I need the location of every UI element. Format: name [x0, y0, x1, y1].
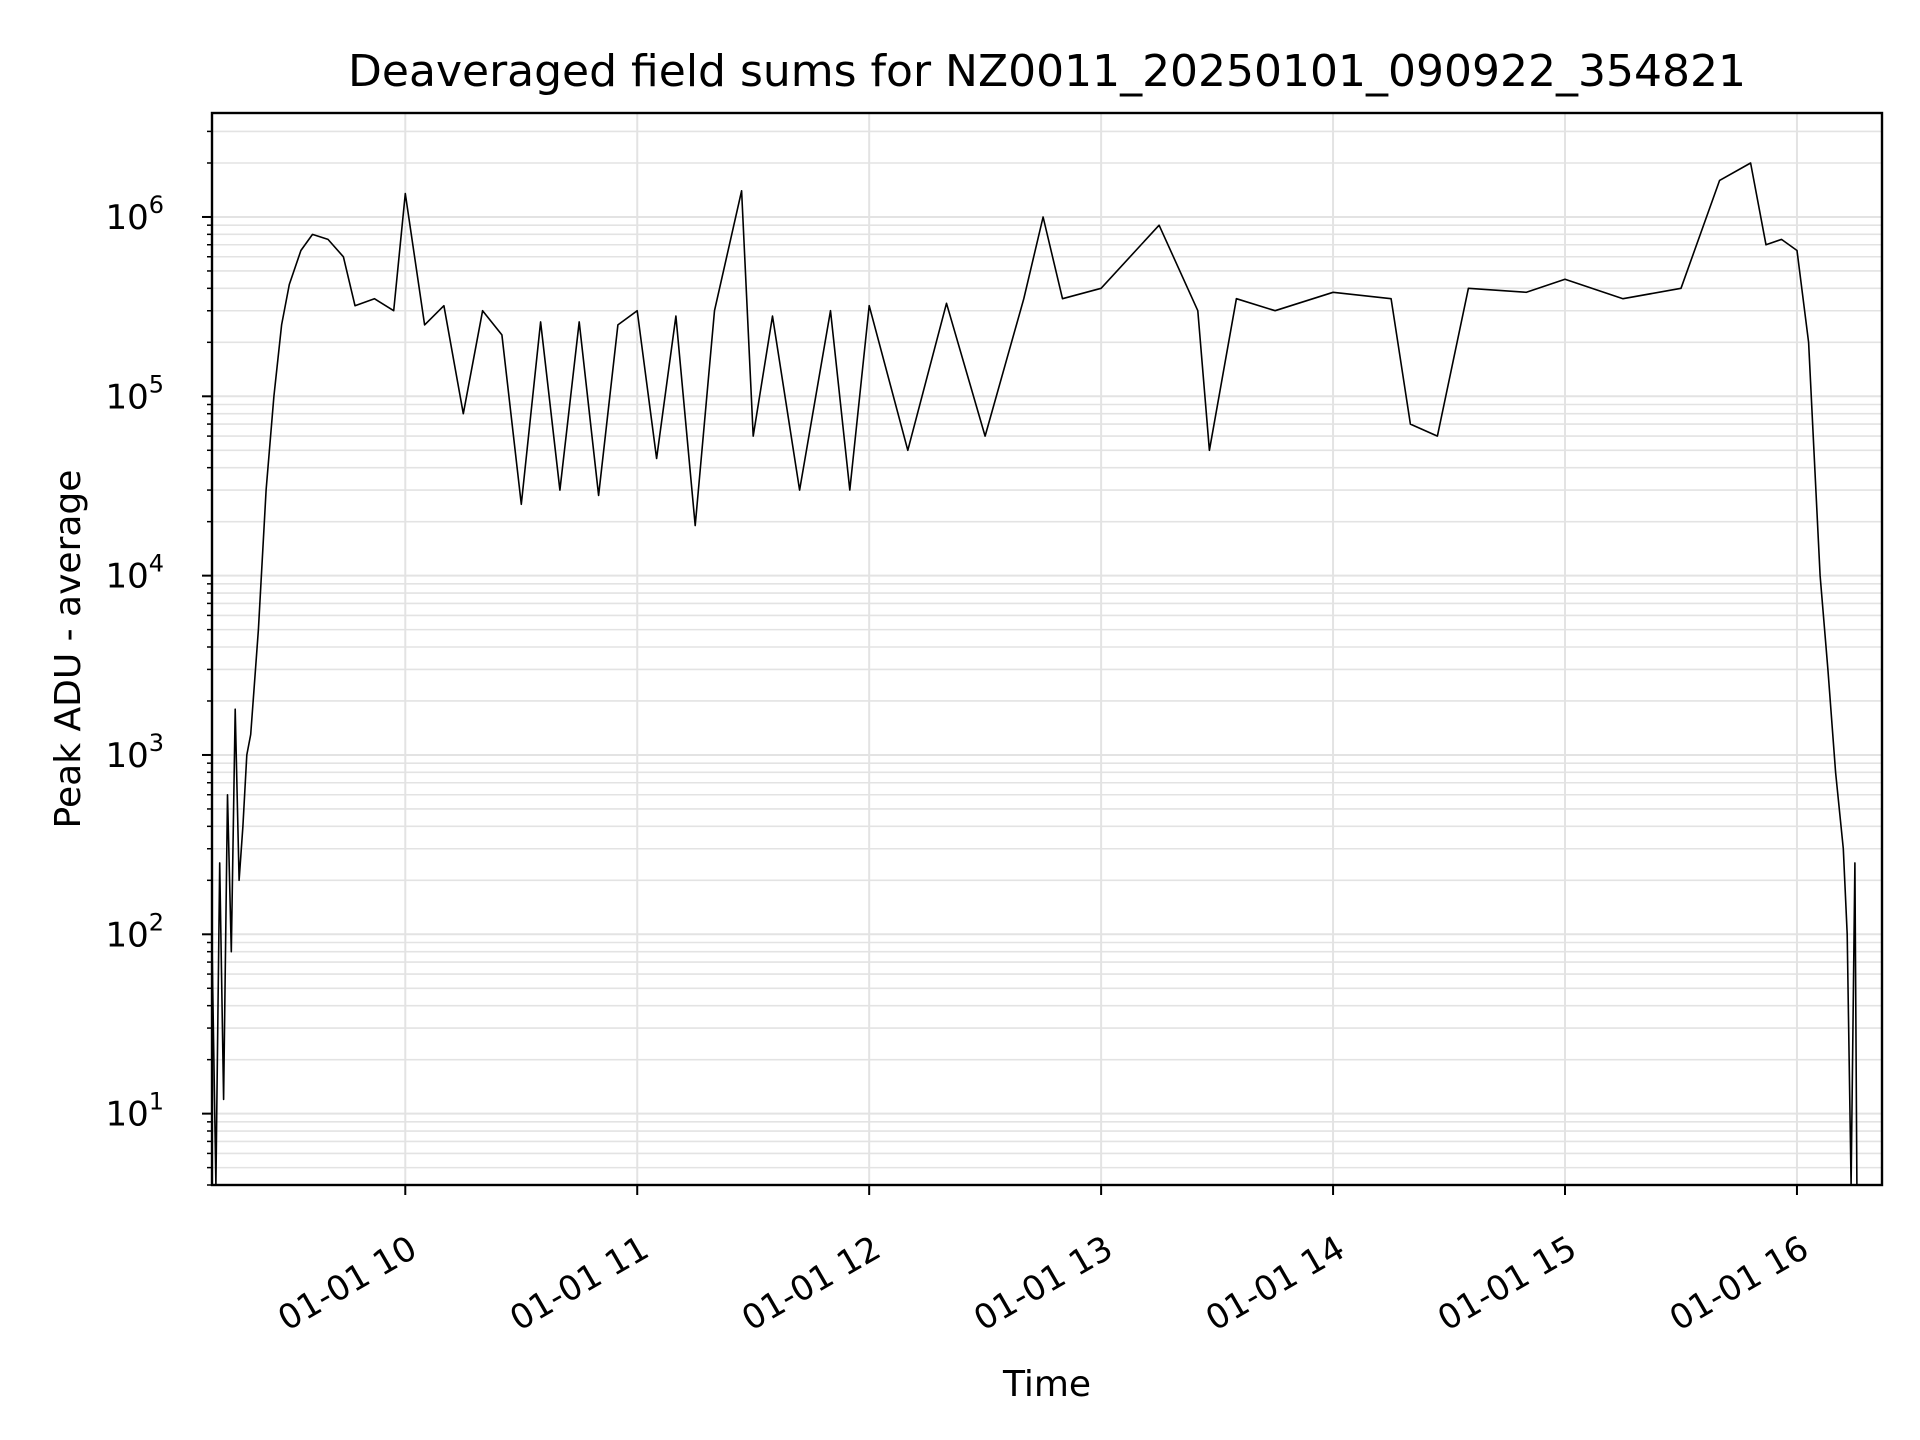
grid [212, 113, 1882, 1186]
series-line [211, 162, 1858, 1186]
x-axis-label: Time [1002, 1364, 1091, 1405]
plot-frame [210, 111, 1884, 1187]
y-tick-label: 105 [105, 370, 164, 417]
y-tick-label: 101 [105, 1088, 164, 1135]
y-tick-label: 104 [105, 550, 164, 597]
y-tick-label: 103 [105, 729, 164, 776]
chart-title: Deaveraged field sums for NZ0011_2025010… [348, 46, 1746, 97]
y-tick-label: 106 [105, 191, 164, 238]
series-layer [211, 162, 1858, 1186]
y-axis-label: Peak ADU - average [48, 470, 89, 829]
y-tick-label: 102 [105, 908, 164, 955]
